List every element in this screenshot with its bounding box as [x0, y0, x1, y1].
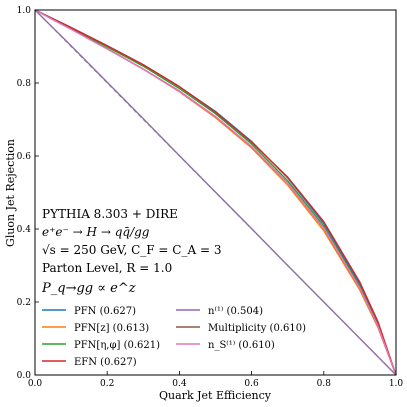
x-tick-label: 0.0: [28, 379, 43, 389]
ticks-layer: 0.0 0.2 0.4 0.6 0.8 1.0 0.0 0.2 0.4 0.6 0.8 1.0: [17, 6, 404, 389]
annotation-process: e⁺e⁻ → H → qq̄/gg: [42, 225, 150, 239]
y-tick-label: 0.2: [17, 298, 31, 308]
series-line-3: [34, 9, 397, 376]
y-tick-label: 0.4: [17, 225, 32, 235]
series-line-7: [34, 9, 397, 376]
y-tick-label: 0.6: [17, 152, 32, 162]
x-axis-label: Quark Jet Efficiency: [159, 389, 272, 402]
annotation-block: PYTHIA 8.303 + DIRE e⁺e⁻ → H → qq̄/gg √s…: [41, 207, 221, 296]
series-line-6: [34, 9, 397, 376]
y-axis-label: Gluon Jet Rejection: [4, 139, 17, 247]
x-tick-label: 0.6: [244, 379, 259, 389]
plot-frame: [34, 9, 397, 376]
legend-label: PFN[η,φ] (0.621): [74, 340, 160, 351]
legend-label: Multiplicity (0.610): [208, 323, 306, 334]
x-tick-label: 0.8: [317, 379, 332, 389]
annotation-generator: PYTHIA 8.303 + DIRE: [42, 207, 178, 221]
x-tick-label: 1.0: [389, 379, 404, 389]
y-tick-label: 1.0: [17, 6, 32, 16]
x-tick-label: 0.4: [172, 379, 187, 389]
legend-label: EFN (0.627): [74, 357, 137, 368]
series-layer: [34, 9, 397, 376]
legend-label: PFN[z] (0.613): [74, 323, 149, 334]
annotation-energy: √s = 250 GeV, C_F = C_A = 3: [42, 243, 221, 257]
legend: PFN (0.627) PFN[z] (0.613) PFN[η,φ] (0.621…: [42, 306, 306, 368]
x-tick-label: 0.2: [100, 379, 114, 389]
legend-label: n⁽¹⁾ (0.504): [208, 306, 263, 317]
annotation-splitting: P_q→gg ∝ e^z: [41, 281, 136, 296]
legend-label: n_S⁽¹⁾ (0.610): [208, 340, 275, 351]
legend-label: PFN (0.627): [74, 306, 136, 317]
y-tick-label: 0.0: [17, 371, 32, 381]
y-tick-label: 0.8: [17, 79, 32, 89]
annotation-level: Parton Level, R = 1.0: [42, 261, 172, 275]
